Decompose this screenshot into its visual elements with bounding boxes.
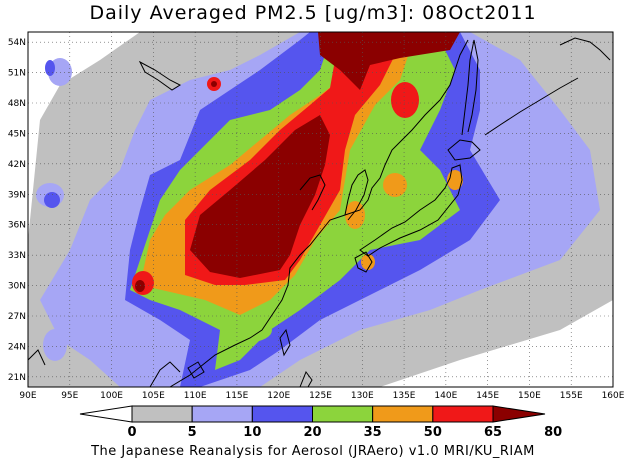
lat-tick-label: 33N bbox=[8, 251, 26, 261]
patch-orange-s bbox=[361, 254, 375, 270]
longitude-labels: 90E 95E 100E 105E 110E 115E 120E 125E 130E 135E 14… bbox=[19, 391, 624, 401]
lat-tick-label: 42N bbox=[8, 160, 26, 170]
lon-tick-label: 150E bbox=[518, 391, 541, 401]
graticule bbox=[28, 32, 613, 387]
plot-frame bbox=[27, 31, 614, 388]
philippines-luzon bbox=[299, 370, 313, 387]
map-title: Daily Averaged PM2.5 [ug/m3]: 08Oct2011 bbox=[89, 2, 537, 24]
japan-hokkaido bbox=[447, 139, 481, 161]
lat-tick-label: 48N bbox=[8, 99, 26, 109]
colorbar-label: 0 bbox=[127, 425, 136, 440]
lon-tick-label: 110E bbox=[184, 391, 207, 401]
lat-tick-label: 39N bbox=[8, 190, 26, 200]
colorbar-label: 65 bbox=[484, 425, 502, 440]
contour-80-north bbox=[318, 32, 460, 90]
colorbar-swatch bbox=[372, 405, 434, 423]
patch-orange-east bbox=[383, 173, 407, 197]
indochina-coast bbox=[149, 361, 181, 387]
lake-baikal bbox=[138, 60, 182, 91]
coastlines bbox=[28, 37, 611, 387]
colorbar-label: 80 bbox=[544, 425, 562, 440]
colorbar: 0 5 10 20 35 50 65 80 bbox=[79, 405, 562, 440]
patch-orange-ne bbox=[391, 82, 419, 118]
lon-tick-label: 115E bbox=[225, 391, 248, 401]
colorbar-swatch bbox=[191, 405, 253, 423]
colorbar-swatch bbox=[312, 405, 374, 423]
colorbar-swatch bbox=[251, 405, 313, 423]
lat-tick-label: 45N bbox=[8, 129, 26, 139]
hotspot-sw-core bbox=[135, 280, 145, 292]
latitude-labels: 21N 24N 27N 30N 33N 36N 39N 42N 45N 48N 51N 54N bbox=[8, 38, 26, 383]
lon-tick-label: 125E bbox=[309, 391, 332, 401]
hotspot-nw-core bbox=[211, 81, 217, 87]
bohai-coast bbox=[299, 174, 326, 211]
lon-tick-label: 135E bbox=[393, 391, 416, 401]
lat-tick-label: 51N bbox=[8, 69, 26, 79]
kamchatka-coast bbox=[559, 37, 611, 61]
lon-tick-label: 95E bbox=[61, 391, 78, 401]
lon-tick-label: 90E bbox=[19, 391, 36, 401]
sakhalin bbox=[461, 39, 479, 136]
colorbar-swatch bbox=[432, 405, 494, 423]
patch-green-s bbox=[228, 318, 272, 342]
colorbar-label: 50 bbox=[424, 425, 442, 440]
lat-tick-label: 21N bbox=[8, 373, 26, 383]
lat-tick-label: 30N bbox=[8, 282, 26, 292]
lat-tick-label: 24N bbox=[8, 342, 26, 352]
lon-tick-label: 160E bbox=[602, 391, 625, 401]
patch-orange-mid bbox=[345, 201, 365, 229]
japan-honshu bbox=[359, 164, 463, 257]
colorbar-label: 10 bbox=[243, 425, 261, 440]
lat-tick-label: 36N bbox=[8, 221, 26, 231]
colorbar-lower-arrow bbox=[79, 405, 133, 423]
hainan bbox=[187, 361, 205, 379]
japan-kyushu bbox=[354, 251, 373, 273]
taiwan bbox=[279, 328, 291, 357]
lon-tick-label: 100E bbox=[100, 391, 123, 401]
korea-coast bbox=[344, 169, 369, 221]
contour-80 bbox=[190, 115, 330, 278]
footer-credit: The Japanese Reanalysis for Aerosol (JRA… bbox=[91, 444, 535, 459]
lon-tick-label: 120E bbox=[267, 391, 290, 401]
colorbar-upper-arrow bbox=[492, 405, 546, 423]
patch-blue-sw bbox=[43, 329, 67, 361]
lon-tick-label: 145E bbox=[476, 391, 499, 401]
colorbar-swatch bbox=[131, 405, 193, 423]
lon-tick-label: 155E bbox=[560, 391, 583, 401]
lon-tick-label: 105E bbox=[142, 391, 165, 401]
patch-blue-w2 bbox=[44, 192, 60, 208]
patch-blue-nw2 bbox=[45, 60, 55, 76]
lon-tick-label: 140E bbox=[434, 391, 457, 401]
lat-tick-label: 54N bbox=[8, 38, 26, 48]
colorbar-label: 35 bbox=[364, 425, 382, 440]
colorbar-label: 20 bbox=[303, 425, 321, 440]
kuril-islands bbox=[484, 77, 579, 136]
concentration-field bbox=[28, 32, 613, 387]
lon-tick-label: 130E bbox=[351, 391, 374, 401]
west-coast-bay bbox=[28, 349, 46, 366]
colorbar-label: 5 bbox=[188, 425, 197, 440]
lat-tick-label: 27N bbox=[8, 312, 26, 322]
